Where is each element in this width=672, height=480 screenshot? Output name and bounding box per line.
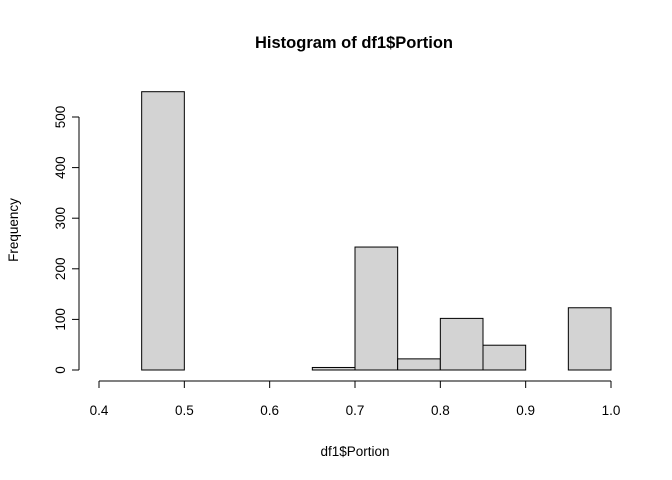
y-tick-label: 200: [53, 258, 68, 281]
y-axis: 0 100 200 300 400 500: [53, 106, 80, 374]
histogram-bar: [482, 344, 527, 371]
histogram-bar: [439, 317, 484, 371]
y-axis-label: Frequency: [6, 198, 21, 262]
y-tick-label: 0: [53, 366, 68, 374]
x-tick-label: 0.4: [90, 403, 109, 418]
x-tick-label: 0.8: [431, 403, 450, 418]
x-axis: 0.4 0.5 0.6 0.7 0.8 0.9 1.0: [90, 380, 621, 418]
x-tick-label: 0.9: [516, 403, 535, 418]
x-tick-label: 1.0: [602, 403, 621, 418]
y-tick-label: 400: [53, 156, 68, 179]
y-tick-label: 300: [53, 207, 68, 230]
chart-title: Histogram of df1$Portion: [255, 34, 453, 52]
histogram-bar: [397, 358, 441, 371]
histogram-bar: [311, 366, 356, 371]
y-tick-label: 100: [53, 308, 68, 331]
x-tick-label: 0.6: [260, 403, 279, 418]
x-tick-label: 0.7: [346, 403, 365, 418]
x-tick-label: 0.5: [175, 403, 194, 418]
histogram-bar: [567, 307, 612, 371]
y-tick-label: 500: [53, 106, 68, 129]
x-axis-label: df1$Portion: [320, 444, 389, 459]
histogram-bar: [354, 246, 399, 371]
histogram-bars: [141, 91, 612, 371]
histogram-bar: [141, 91, 185, 371]
